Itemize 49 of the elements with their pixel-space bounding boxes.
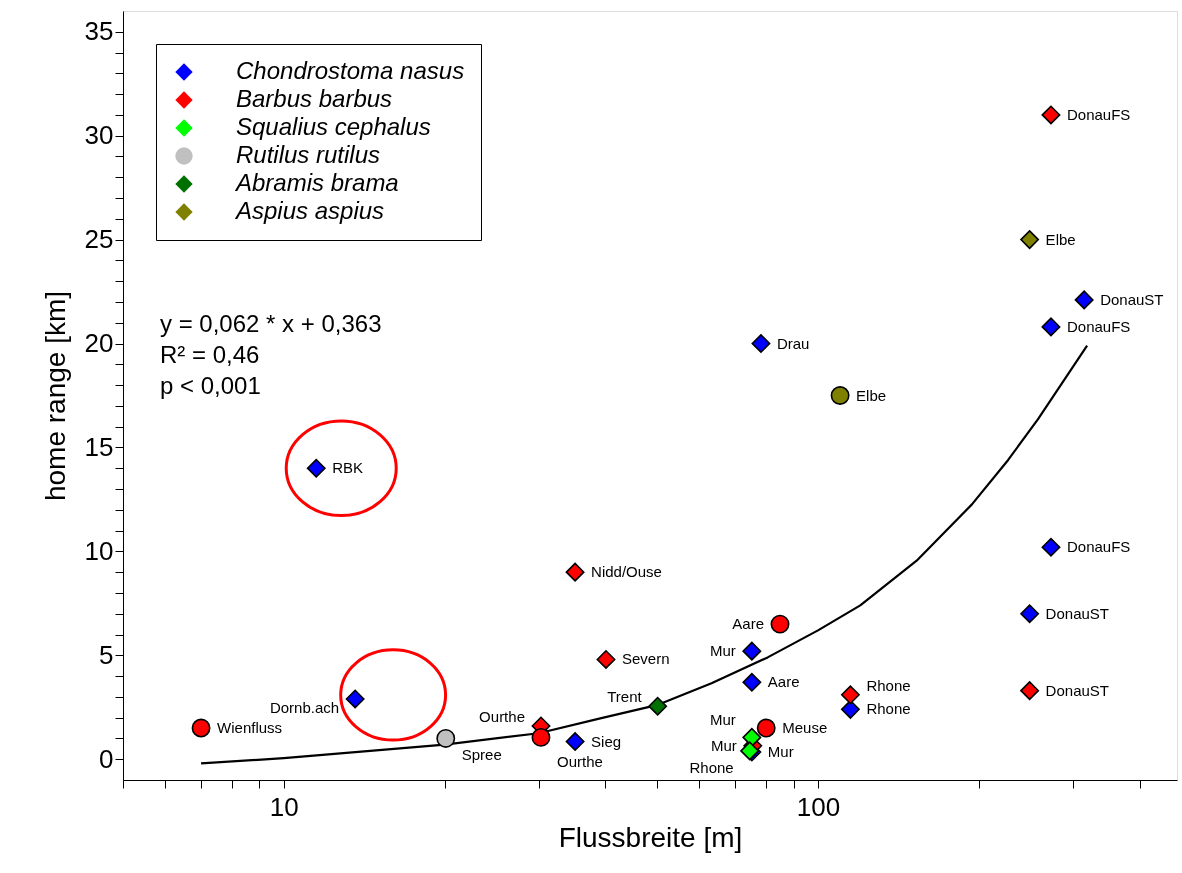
- y-tick-label: 5: [99, 639, 114, 670]
- data-label: Nidd/Ouse: [591, 563, 662, 581]
- data-label: Elbe: [856, 386, 887, 404]
- data-label: RBK: [332, 459, 364, 477]
- y-tick-label: 30: [84, 120, 114, 151]
- y-tick-label: 10: [84, 535, 114, 566]
- annotation: p < 0,001: [160, 372, 261, 399]
- data-label: Mur: [710, 711, 736, 729]
- y-axis-title: home range [km]: [39, 290, 71, 502]
- data-label: Trent: [607, 688, 643, 706]
- data-label: Meuse: [782, 719, 828, 737]
- data-label: DonauFS: [1066, 105, 1131, 123]
- y-tick-label: 25: [84, 224, 114, 255]
- annotation: y = 0,062 * x + 0,363: [160, 310, 382, 337]
- data-label: DonauFS: [1066, 538, 1131, 556]
- data-label: Mur: [767, 742, 794, 760]
- data-label: DonauST: [1045, 604, 1109, 622]
- data-label: Aare: [732, 615, 764, 633]
- data-label: Mur: [710, 642, 736, 660]
- x-axis-title: Flussbreite [m]: [558, 821, 743, 853]
- data-label: Dornb.ach: [269, 698, 340, 716]
- legend-label: Aspius aspius: [234, 197, 385, 224]
- data-label: Rhone: [866, 700, 911, 718]
- legend-label: Abramis brama: [234, 169, 399, 196]
- legend-label: Barbus barbus: [236, 85, 393, 112]
- data-label: Spree: [461, 746, 502, 764]
- data-label: Ourthe: [479, 707, 525, 725]
- y-tick-label: 35: [84, 16, 114, 47]
- legend-label: Chondrostoma nasus: [236, 57, 465, 84]
- y-tick-label: 0: [99, 743, 114, 774]
- data-label: Aare: [767, 673, 800, 691]
- data-label: DonauST: [1045, 681, 1109, 699]
- legend-label: Rutilus rutilus: [236, 141, 381, 168]
- data-label: DonauFS: [1066, 317, 1131, 335]
- data-label: Rhone: [689, 758, 734, 776]
- data-label: Mur: [710, 736, 737, 754]
- data-label: Ourthe: [556, 753, 603, 771]
- data-label: Wienfluss: [217, 719, 283, 737]
- data-label: DonauST: [1100, 290, 1164, 308]
- data-label: Elbe: [1045, 230, 1076, 248]
- legend-label: Squalius cephalus: [236, 113, 431, 140]
- data-label: Drau: [776, 334, 810, 352]
- x-tick-label: 100: [796, 791, 841, 822]
- data-label: Severn: [621, 650, 670, 668]
- y-tick-label: 15: [84, 431, 114, 462]
- annotation: R² = 0,46: [160, 341, 260, 368]
- y-tick-label: 20: [84, 328, 114, 359]
- data-label: Sieg: [591, 732, 622, 750]
- data-label: Rhone: [866, 676, 911, 694]
